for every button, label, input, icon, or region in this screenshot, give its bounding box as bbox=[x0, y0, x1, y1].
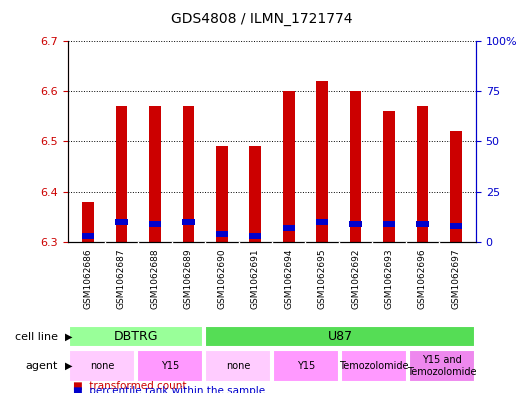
Bar bbox=[450, 223, 462, 229]
Text: GSM1062693: GSM1062693 bbox=[384, 248, 393, 309]
Bar bbox=[204, 326, 475, 347]
Text: ▶: ▶ bbox=[65, 332, 73, 342]
Text: GSM1062697: GSM1062697 bbox=[451, 248, 460, 309]
Text: GSM1062694: GSM1062694 bbox=[284, 248, 293, 309]
Bar bbox=[69, 350, 135, 382]
Text: GSM1062695: GSM1062695 bbox=[317, 248, 327, 309]
Text: ▶: ▶ bbox=[65, 361, 73, 371]
Bar bbox=[249, 147, 261, 242]
Bar bbox=[350, 92, 361, 242]
Text: agent: agent bbox=[25, 361, 58, 371]
Text: ■  percentile rank within the sample: ■ percentile rank within the sample bbox=[73, 386, 265, 393]
Text: GSM1062688: GSM1062688 bbox=[151, 248, 160, 309]
Bar bbox=[182, 219, 195, 225]
Bar bbox=[416, 220, 428, 227]
Bar bbox=[69, 326, 203, 347]
Bar bbox=[216, 147, 228, 242]
Text: cell line: cell line bbox=[15, 332, 58, 342]
Bar bbox=[408, 350, 475, 382]
Bar bbox=[283, 92, 294, 242]
Text: GSM1062696: GSM1062696 bbox=[418, 248, 427, 309]
Text: U87: U87 bbox=[327, 330, 353, 343]
Bar bbox=[82, 202, 94, 242]
Bar bbox=[282, 225, 295, 231]
Bar bbox=[204, 350, 271, 382]
Text: none: none bbox=[226, 361, 250, 371]
Bar bbox=[116, 107, 127, 242]
Text: GSM1062687: GSM1062687 bbox=[117, 248, 126, 309]
Bar bbox=[183, 107, 194, 242]
Bar bbox=[116, 219, 128, 225]
Bar bbox=[349, 220, 362, 227]
Bar bbox=[417, 107, 428, 242]
Bar bbox=[316, 81, 328, 242]
Text: GSM1062689: GSM1062689 bbox=[184, 248, 193, 309]
Bar bbox=[215, 231, 228, 237]
Bar bbox=[249, 233, 262, 239]
Text: none: none bbox=[90, 361, 114, 371]
Bar bbox=[272, 350, 339, 382]
Bar bbox=[149, 220, 161, 227]
Bar bbox=[149, 107, 161, 242]
Text: GSM1062691: GSM1062691 bbox=[251, 248, 260, 309]
Bar bbox=[450, 132, 462, 242]
Bar bbox=[82, 233, 94, 239]
Text: Y15 and
Temozolomide: Y15 and Temozolomide bbox=[407, 355, 476, 377]
Text: Y15: Y15 bbox=[297, 361, 315, 371]
Text: Temozolomide: Temozolomide bbox=[339, 361, 408, 371]
Text: ■  transformed count: ■ transformed count bbox=[73, 381, 187, 391]
Text: GSM1062686: GSM1062686 bbox=[84, 248, 93, 309]
Bar bbox=[340, 350, 407, 382]
Text: DBTRG: DBTRG bbox=[113, 330, 158, 343]
Text: GSM1062692: GSM1062692 bbox=[351, 248, 360, 309]
Bar bbox=[316, 219, 328, 225]
Bar bbox=[383, 112, 395, 242]
Text: GSM1062690: GSM1062690 bbox=[217, 248, 226, 309]
Bar bbox=[137, 350, 203, 382]
Bar bbox=[383, 220, 395, 227]
Text: Y15: Y15 bbox=[161, 361, 179, 371]
Text: GDS4808 / ILMN_1721774: GDS4808 / ILMN_1721774 bbox=[170, 12, 353, 26]
